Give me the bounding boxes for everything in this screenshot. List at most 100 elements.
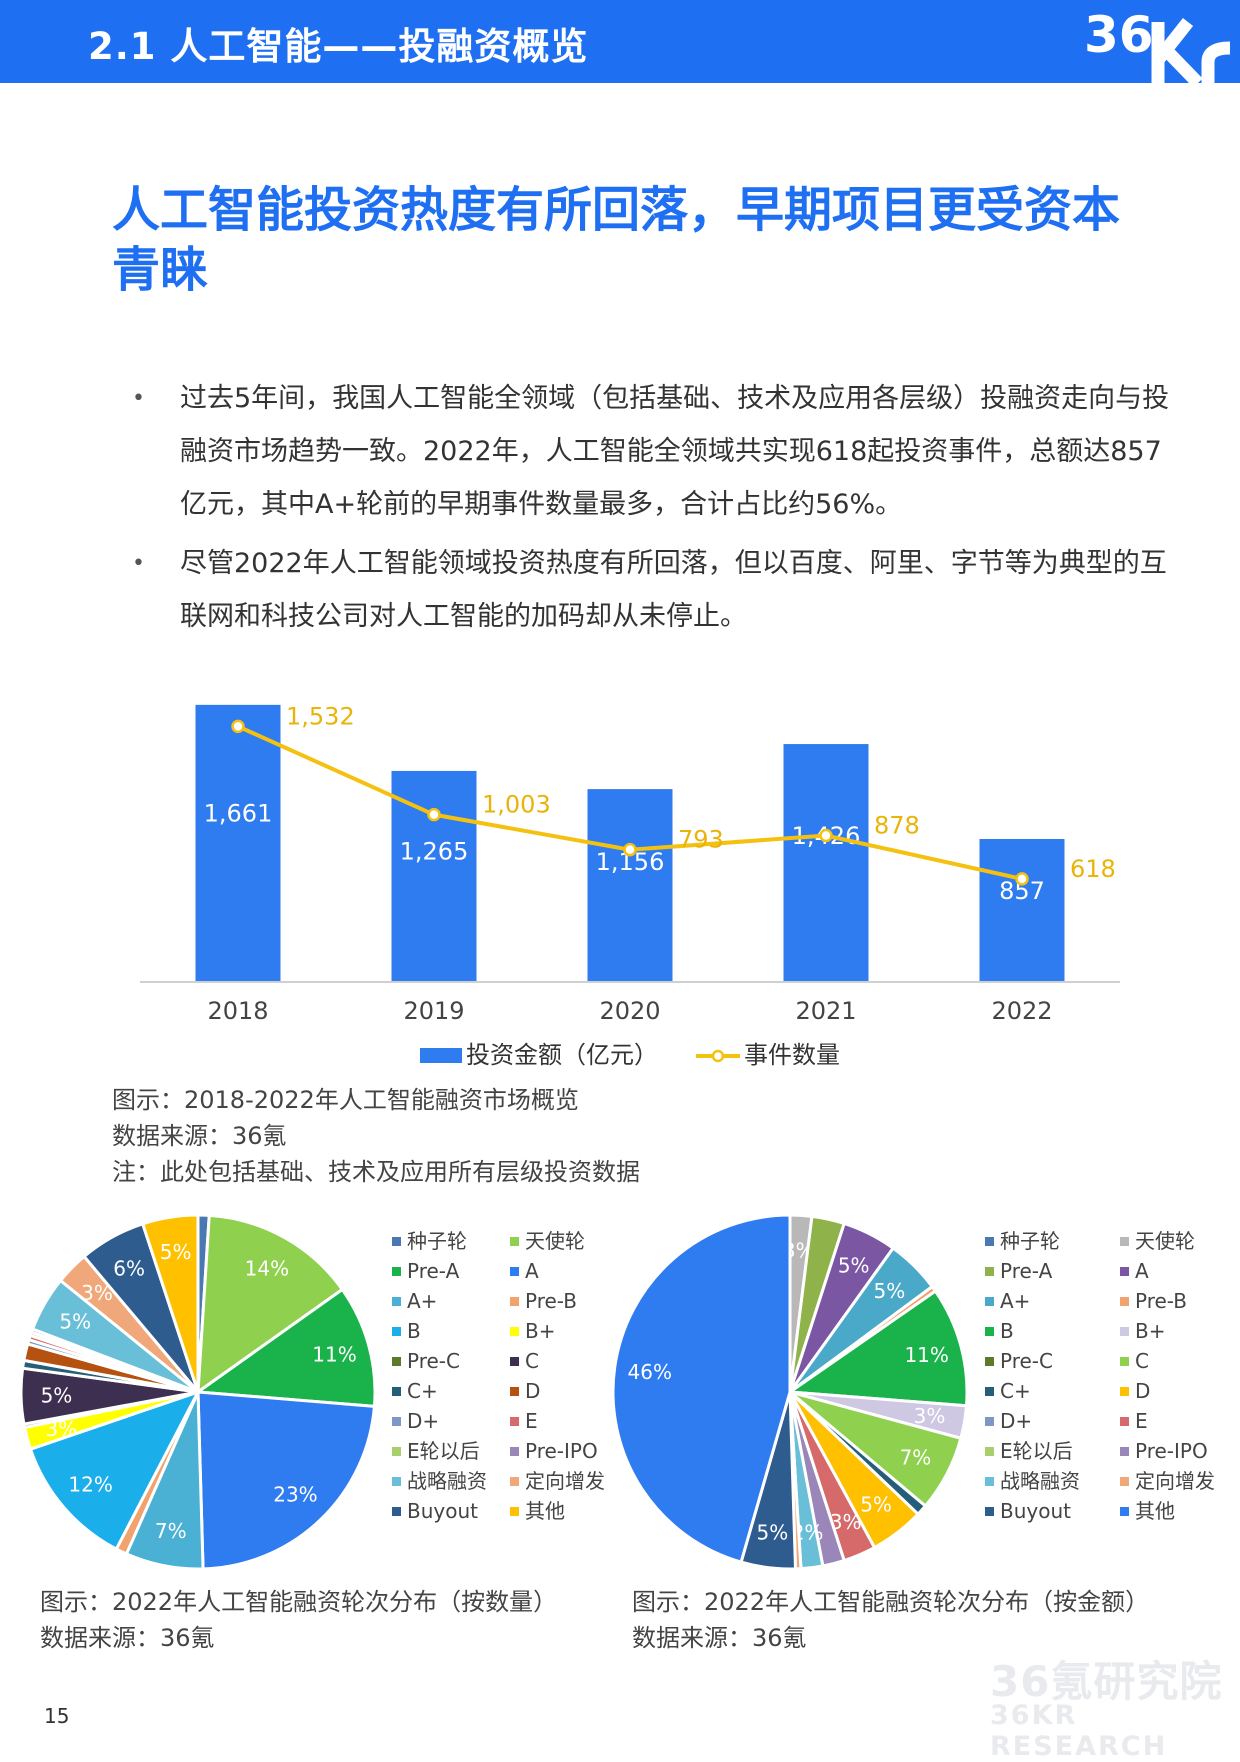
pie2-caption-title: 图示：2022年人工智能融资轮次分布（按金额） bbox=[632, 1588, 1150, 1616]
pie-slice-B bbox=[28, 1389, 202, 1552]
pie-slice-Pre-A bbox=[193, 1287, 377, 1408]
legend-label: Pre-IPO bbox=[1135, 1439, 1208, 1463]
legend-swatch bbox=[392, 1327, 401, 1336]
line-point bbox=[819, 828, 833, 843]
chart1-caption-source: 数据来源：36氪 bbox=[112, 1122, 287, 1150]
pie-slice-label: 5% bbox=[59, 1309, 91, 1333]
pie-slice-label: 3% bbox=[914, 1404, 946, 1428]
legend-label: B bbox=[407, 1319, 421, 1343]
legend-label: C+ bbox=[1000, 1379, 1031, 1403]
legend-label: Pre-B bbox=[1135, 1289, 1187, 1313]
legend-label: 天使轮 bbox=[525, 1229, 585, 1253]
legend-label: C bbox=[1135, 1349, 1149, 1373]
legend-swatch bbox=[392, 1267, 401, 1276]
legend-swatch bbox=[392, 1477, 401, 1486]
page-title: 人工智能投资热度有所回落，早期项目更受资本青睐 bbox=[112, 182, 1121, 298]
legend-label: Pre-A bbox=[1000, 1259, 1053, 1283]
legend-label: 天使轮 bbox=[1135, 1229, 1195, 1253]
bar-2019 bbox=[391, 770, 477, 982]
pie-slice-A bbox=[196, 1390, 377, 1571]
legend-label: E bbox=[525, 1409, 538, 1433]
pie1-caption-source: 数据来源：36氪 bbox=[40, 1624, 215, 1652]
bullet-text: 尽管2022年人工智能领域投资热度有所回落，但以百度、阿里、字节等为典型的互联网… bbox=[180, 548, 1167, 632]
pie1-caption-title: 图示：2022年人工智能融资轮次分布（按数量） bbox=[40, 1588, 558, 1616]
logo-text-36: 36 bbox=[1084, 6, 1154, 64]
legend-swatch-bar bbox=[420, 1048, 462, 1063]
line-value-label: 618 bbox=[1070, 855, 1116, 883]
legend-swatch bbox=[985, 1237, 994, 1246]
pie-slice-B bbox=[785, 1289, 969, 1408]
chart1-caption-title: 图示：2018-2022年人工智能融资市场概览 bbox=[112, 1086, 579, 1114]
line-value-label: 878 bbox=[874, 811, 920, 839]
bullet-item: • 尽管2022年人工智能领域投资热度有所回落，但以百度、阿里、字节等为典型的互… bbox=[130, 537, 1170, 643]
x-tick-label: 2020 bbox=[599, 997, 660, 1025]
watermark-title: 36氪研究院 bbox=[990, 1657, 1223, 1706]
pie-slice-label: 23% bbox=[273, 1483, 317, 1507]
bullet-text: 过去5年间，我国人工智能全领域（包括基础、技术及应用各层级）投融资走向与投融资市… bbox=[180, 383, 1170, 520]
legend-swatch bbox=[985, 1447, 994, 1456]
pie-slice-label: 12% bbox=[68, 1472, 112, 1496]
legend-label: D+ bbox=[407, 1409, 439, 1433]
legend-swatch bbox=[510, 1447, 519, 1456]
legend-swatch bbox=[985, 1267, 994, 1276]
bar-2018 bbox=[195, 704, 281, 982]
legend-swatch bbox=[392, 1417, 401, 1426]
pie-slice-label: 5% bbox=[41, 1383, 73, 1407]
legend-label: Pre-A bbox=[407, 1259, 460, 1283]
page-number: 15 bbox=[44, 1704, 70, 1728]
legend-label: Pre-B bbox=[525, 1289, 577, 1313]
pie1-caption: 图示：2022年人工智能融资轮次分布（按数量） 数据来源：36氪 bbox=[40, 1584, 557, 1656]
legend-swatch bbox=[985, 1417, 994, 1426]
legend-label: A+ bbox=[407, 1289, 437, 1313]
bar-2020 bbox=[587, 789, 673, 982]
legend-label: 战略融资 bbox=[407, 1469, 487, 1493]
legend-swatch bbox=[985, 1477, 994, 1486]
legend-label: 种子轮 bbox=[407, 1229, 467, 1253]
legend-label: D+ bbox=[1000, 1409, 1032, 1433]
section-title: 2.1 人工智能——投融资概览 bbox=[88, 25, 589, 68]
legend-swatch bbox=[392, 1357, 401, 1366]
chart1-caption: 图示：2018-2022年人工智能融资市场概览 数据来源：36氪 注：此处包括基… bbox=[112, 1082, 640, 1190]
bullet-item: • 过去5年间，我国人工智能全领域（包括基础、技术及应用各层级）投融资走向与投融… bbox=[130, 372, 1170, 531]
legend-swatch bbox=[510, 1267, 519, 1276]
legend-swatch bbox=[1120, 1327, 1129, 1336]
36kr-logo: 36 bbox=[1084, 6, 1231, 83]
bar-value-label: 1,265 bbox=[400, 838, 469, 866]
pie-slice-天使轮 bbox=[196, 1213, 345, 1396]
legend-swatch bbox=[392, 1387, 401, 1396]
legend-label: E轮以后 bbox=[1000, 1439, 1073, 1463]
legend-swatch bbox=[985, 1297, 994, 1306]
pie-slice-其他 bbox=[611, 1213, 792, 1564]
legend-swatch bbox=[1120, 1477, 1129, 1486]
pie-slice-label: 7% bbox=[155, 1519, 187, 1543]
chart1-caption-note: 注：此处包括基础、技术及应用所有层级投资数据 bbox=[112, 1158, 640, 1186]
bar-2021 bbox=[783, 744, 869, 982]
bar-value-label: 1,661 bbox=[204, 799, 273, 827]
legend-label: A bbox=[1135, 1259, 1149, 1283]
legend-label-bar: 投资金额（亿元） bbox=[466, 1041, 658, 1069]
legend-swatch bbox=[392, 1297, 401, 1306]
pie-slice-label: 5% bbox=[757, 1521, 789, 1545]
legend-swatch bbox=[510, 1387, 519, 1396]
legend-swatch bbox=[392, 1237, 401, 1246]
legend-label: A+ bbox=[1000, 1289, 1030, 1313]
legend-swatch bbox=[985, 1327, 994, 1336]
line-point bbox=[623, 842, 637, 857]
pie2-caption: 图示：2022年人工智能融资轮次分布（按金额） 数据来源：36氪 bbox=[632, 1584, 1149, 1656]
x-tick-label: 2018 bbox=[207, 997, 268, 1025]
pie-slice-label: 5% bbox=[838, 1254, 870, 1278]
legend-swatch bbox=[1120, 1357, 1129, 1366]
line-value-label: 793 bbox=[678, 826, 724, 854]
bullet-dot-icon: • bbox=[132, 386, 145, 411]
bullet-list: • 过去5年间，我国人工智能全领域（包括基础、技术及应用各层级）投融资走向与投融… bbox=[130, 372, 1170, 649]
legend-label: Pre-C bbox=[1000, 1349, 1053, 1373]
legend-label: 其他 bbox=[525, 1499, 565, 1523]
x-tick-label: 2021 bbox=[795, 997, 856, 1025]
legend-label: C+ bbox=[407, 1379, 438, 1403]
legend-swatch bbox=[392, 1447, 401, 1456]
legend-label: Pre-IPO bbox=[525, 1439, 598, 1463]
legend-label: 定向增发 bbox=[525, 1469, 605, 1493]
legend-swatch bbox=[1120, 1237, 1129, 1246]
pie-slice-label: 7% bbox=[900, 1446, 932, 1470]
